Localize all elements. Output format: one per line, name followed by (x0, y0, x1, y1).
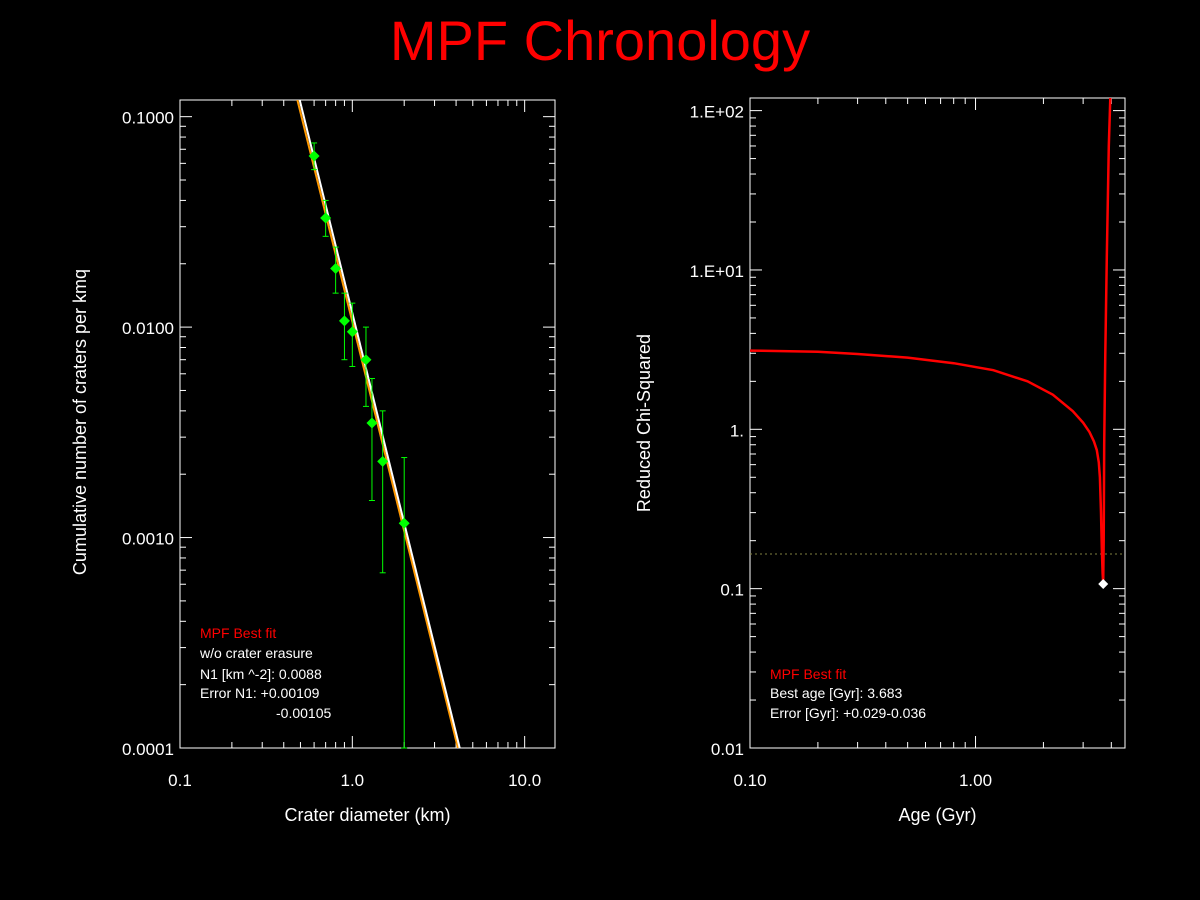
legend-line: -0.00105 (276, 705, 331, 721)
data-point (338, 315, 350, 327)
y-tick-label: 0.1 (720, 581, 744, 600)
data-point (330, 262, 342, 274)
y-tick-label: 0.0001 (122, 740, 174, 759)
x-tick-label: 0.1 (168, 771, 192, 790)
data-point (377, 455, 389, 467)
x-axis-label: Crater diameter (km) (284, 805, 450, 825)
data-point (346, 326, 358, 338)
chi-squared-curve (750, 98, 1112, 585)
best-fit-marker (1098, 578, 1109, 589)
y-tick-label: 1.E+01 (690, 262, 744, 281)
y-tick-label: 0.1000 (122, 109, 174, 128)
legend-line: Error N1: +0.00109 (200, 685, 320, 701)
crater-size-frequency-plot: 0.1 1.0 10.0 0.0001 0.0010 0.0100 0.1000 Crater… (70, 99, 556, 825)
chart-title: MPF Chronology (389, 9, 811, 72)
x-tick-label: 1.00 (959, 771, 992, 790)
y-axis-label: Reduced Chi-Squared (634, 334, 654, 512)
legend-title: MPF Best fit (200, 625, 276, 641)
data-point (398, 517, 410, 529)
legend-line: Best age [Gyr]: 3.683 (770, 685, 903, 701)
x-tick-label: 0.10 (733, 771, 766, 790)
legend-line: w/o crater erasure (199, 645, 313, 661)
data-point (308, 150, 320, 162)
y-tick-label: 1.E+02 (690, 103, 744, 122)
y-tick-label: 0.0010 (122, 530, 174, 549)
y-tick-label: 0.01 (711, 740, 744, 759)
y-axis-label: Cumulative number of craters per kmq (70, 269, 90, 575)
legend-title: MPF Best fit (770, 666, 846, 682)
data-point (366, 417, 378, 429)
x-tick-label: 1.0 (341, 771, 365, 790)
legend-line: N1 [km ^-2]: 0.0088 (200, 666, 322, 682)
fit-line-white (298, 100, 461, 748)
fit-line-orange (296, 100, 459, 748)
data-point (360, 354, 372, 366)
plot-frame (749, 97, 1126, 749)
reduced-chi-squared-plot: 0.10 1.00 0.01 0.1 1. 1.E+01 1.E+02 Age (Gyr) Re… (634, 97, 1126, 825)
fit-lines (296, 100, 461, 748)
plot-frame (179, 99, 556, 749)
legend-line: Error [Gyr]: +0.029-0.036 (770, 705, 926, 721)
x-tick-label: 10.0 (508, 771, 541, 790)
y-tick-label: 1. (730, 421, 744, 440)
y-tick-label: 0.0100 (122, 319, 174, 338)
data-point (320, 212, 332, 224)
x-axis-label: Age (Gyr) (898, 805, 976, 825)
